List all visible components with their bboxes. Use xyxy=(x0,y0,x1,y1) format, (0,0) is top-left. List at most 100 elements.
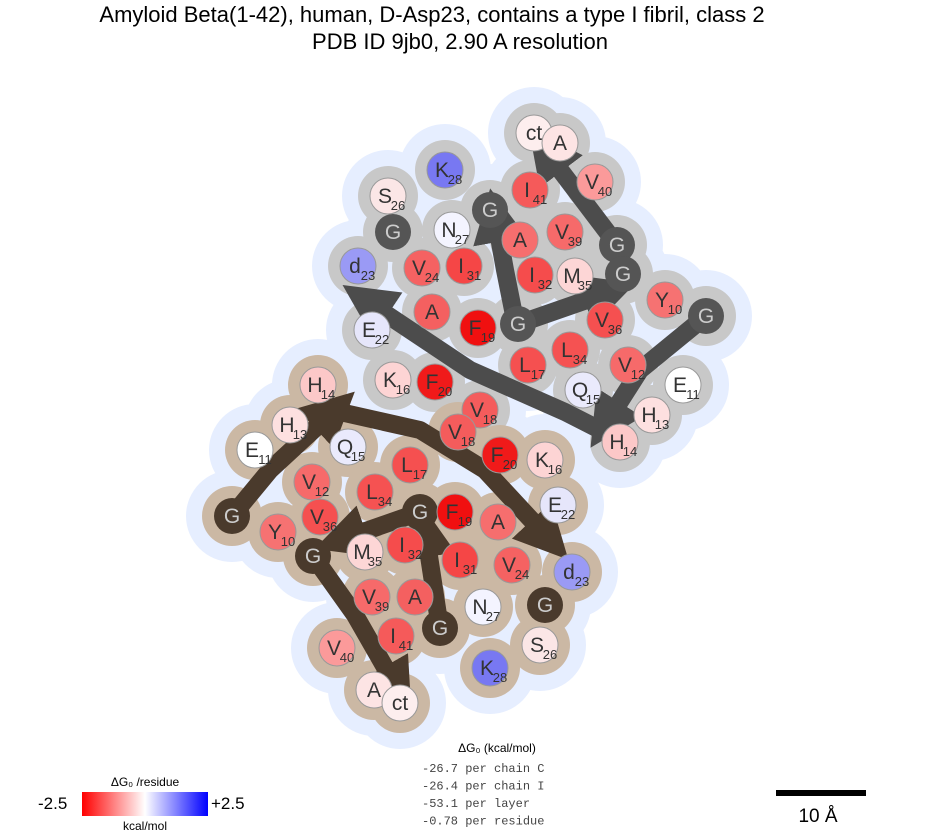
residue xyxy=(546,213,584,251)
residue xyxy=(445,247,483,285)
residue-label: G xyxy=(224,505,240,528)
residue-label: F xyxy=(491,444,504,467)
residue-number: 18 xyxy=(483,412,497,427)
residue xyxy=(375,214,411,250)
residue-number: 14 xyxy=(623,444,637,459)
strand-arrow xyxy=(225,391,355,522)
residue-label: I xyxy=(399,534,405,557)
residue xyxy=(416,363,454,401)
residue-label: A xyxy=(513,229,527,252)
residue-label: G xyxy=(698,305,714,328)
residue-label: V xyxy=(618,354,632,377)
scale-bar xyxy=(776,790,866,796)
residue xyxy=(299,366,337,404)
residue-label: L xyxy=(366,481,378,504)
residue xyxy=(329,428,367,466)
residue-number: 13 xyxy=(655,417,669,432)
residue xyxy=(541,124,579,162)
residue-label: K xyxy=(480,657,494,680)
residue-number: 35 xyxy=(368,554,382,569)
residue-number: 32 xyxy=(408,547,422,562)
residue-label: S xyxy=(530,634,544,657)
residue-label: V xyxy=(595,309,609,332)
residue xyxy=(646,281,684,319)
residue xyxy=(301,498,339,536)
residue xyxy=(441,541,479,579)
residue-label: V xyxy=(470,399,484,422)
residue xyxy=(236,431,274,469)
energy-line: -26.4 per chain I xyxy=(422,780,544,794)
residue xyxy=(339,247,377,285)
residue-number: 32 xyxy=(538,277,552,292)
legend-max: +2.5 xyxy=(211,794,245,813)
residue-number: 26 xyxy=(391,198,405,213)
residue-label: H xyxy=(307,374,322,397)
residue xyxy=(526,441,564,479)
residue xyxy=(293,463,331,501)
residue-number: 11 xyxy=(258,452,272,467)
residue-label: F xyxy=(446,501,459,524)
energy-line: -53.1 per layer xyxy=(422,797,530,811)
residue-label: K xyxy=(435,159,449,182)
residue xyxy=(501,221,539,259)
residue xyxy=(433,211,471,249)
residue-number: 28 xyxy=(448,172,462,187)
residue-number: 35 xyxy=(578,278,592,293)
residue-label: E xyxy=(245,439,259,462)
residue xyxy=(599,227,635,263)
residue-number: 23 xyxy=(575,574,589,589)
residue-number: 41 xyxy=(533,192,547,207)
residue-label: A xyxy=(408,586,422,609)
residue-label: I xyxy=(524,179,530,202)
residue-label: V xyxy=(310,506,324,529)
scale-label: 10 Å xyxy=(798,806,837,827)
residue xyxy=(479,503,517,541)
residue xyxy=(481,436,519,474)
residue-label: H xyxy=(641,404,656,427)
residue xyxy=(391,446,429,484)
residue-label: H xyxy=(609,431,624,454)
residue-label: G xyxy=(510,313,526,336)
residue xyxy=(381,684,419,722)
residue-number: 14 xyxy=(321,387,335,402)
residue xyxy=(436,493,474,531)
residue-number: 34 xyxy=(573,352,587,367)
residue-label: G xyxy=(609,234,625,257)
residue xyxy=(539,486,577,524)
residue xyxy=(386,526,424,564)
residue-number: 40 xyxy=(598,184,612,199)
residue-label: I xyxy=(529,264,535,287)
legend-title: ΔG₀ /residue xyxy=(111,775,180,789)
residue-label: G xyxy=(615,263,631,286)
residue xyxy=(353,311,391,349)
residue-number: 24 xyxy=(425,270,439,285)
residue-number: 39 xyxy=(375,599,389,614)
legend-unit: kcal/mol xyxy=(123,819,167,833)
residue-number: 26 xyxy=(543,647,557,662)
residue-label: d xyxy=(563,561,575,584)
residue-number: 19 xyxy=(458,514,472,529)
residue-number: 36 xyxy=(608,322,622,337)
residue-label: V xyxy=(302,471,316,494)
residue xyxy=(377,617,415,655)
residue-number: 17 xyxy=(413,467,427,482)
energy-line: -26.7 per chain C xyxy=(422,762,544,776)
residue xyxy=(601,423,639,461)
residue-number: 16 xyxy=(396,382,410,397)
residue-label: V xyxy=(502,554,516,577)
residue xyxy=(576,163,614,201)
residue-number: 31 xyxy=(467,268,481,283)
residue xyxy=(271,406,309,444)
residue-number: 15 xyxy=(586,392,600,407)
residue xyxy=(459,309,497,347)
residue-number: 15 xyxy=(351,449,365,464)
residue xyxy=(551,331,589,369)
residue-number: 20 xyxy=(438,384,452,399)
residue xyxy=(295,538,331,574)
residue xyxy=(553,553,591,591)
residue-label: E xyxy=(548,494,562,517)
residue xyxy=(426,151,464,189)
residue-label: E xyxy=(673,374,687,397)
